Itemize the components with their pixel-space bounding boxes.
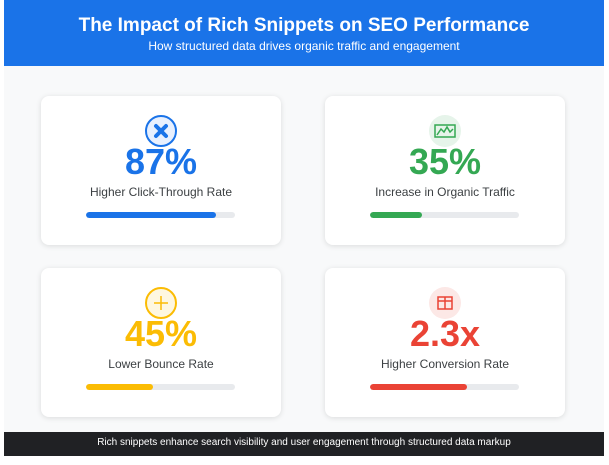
- progress-fill: [86, 212, 216, 218]
- conversion-box-icon: [429, 287, 461, 319]
- progress-bar: [370, 212, 519, 218]
- footer-note: Rich snippets enhance search visibility …: [4, 432, 604, 456]
- page-title: The Impact of Rich Snippets on SEO Perfo…: [78, 15, 530, 36]
- progress-fill: [370, 212, 423, 218]
- stat-value: 87%: [124, 141, 198, 182]
- stat-card-conversion: 2.3x Higher Conversion Rate: [325, 268, 565, 417]
- cursor-click-icon: [145, 115, 177, 147]
- progress-bar: [370, 384, 519, 390]
- stat-label: Higher Click-Through Rate: [89, 185, 233, 199]
- stat-card-traffic: 35% Increase in Organic Traffic: [325, 96, 565, 245]
- stat-value: 2.3x: [409, 313, 481, 354]
- stat-card-bounce: 45% Lower Bounce Rate: [41, 268, 281, 417]
- stat-card-ctr: 87% Higher Click-Through Rate: [41, 96, 281, 245]
- progress-fill: [86, 384, 154, 390]
- traffic-chart-icon: [429, 115, 461, 147]
- stat-label: Higher Conversion Rate: [380, 357, 510, 371]
- page-subtitle: How structured data drives organic traff…: [148, 39, 460, 53]
- progress-bar: [86, 384, 235, 390]
- infographic: The Impact of Rich Snippets on SEO Perfo…: [4, 0, 604, 456]
- stat-value: 45%: [124, 313, 198, 354]
- stat-label: Lower Bounce Rate: [108, 357, 214, 371]
- progress-bar: [86, 212, 235, 218]
- stat-value: 35%: [408, 141, 482, 182]
- plus-circle-icon: [145, 287, 177, 319]
- stat-label: Increase in Organic Traffic: [375, 185, 515, 199]
- header: The Impact of Rich Snippets on SEO Perfo…: [4, 0, 604, 66]
- progress-fill: [370, 384, 467, 390]
